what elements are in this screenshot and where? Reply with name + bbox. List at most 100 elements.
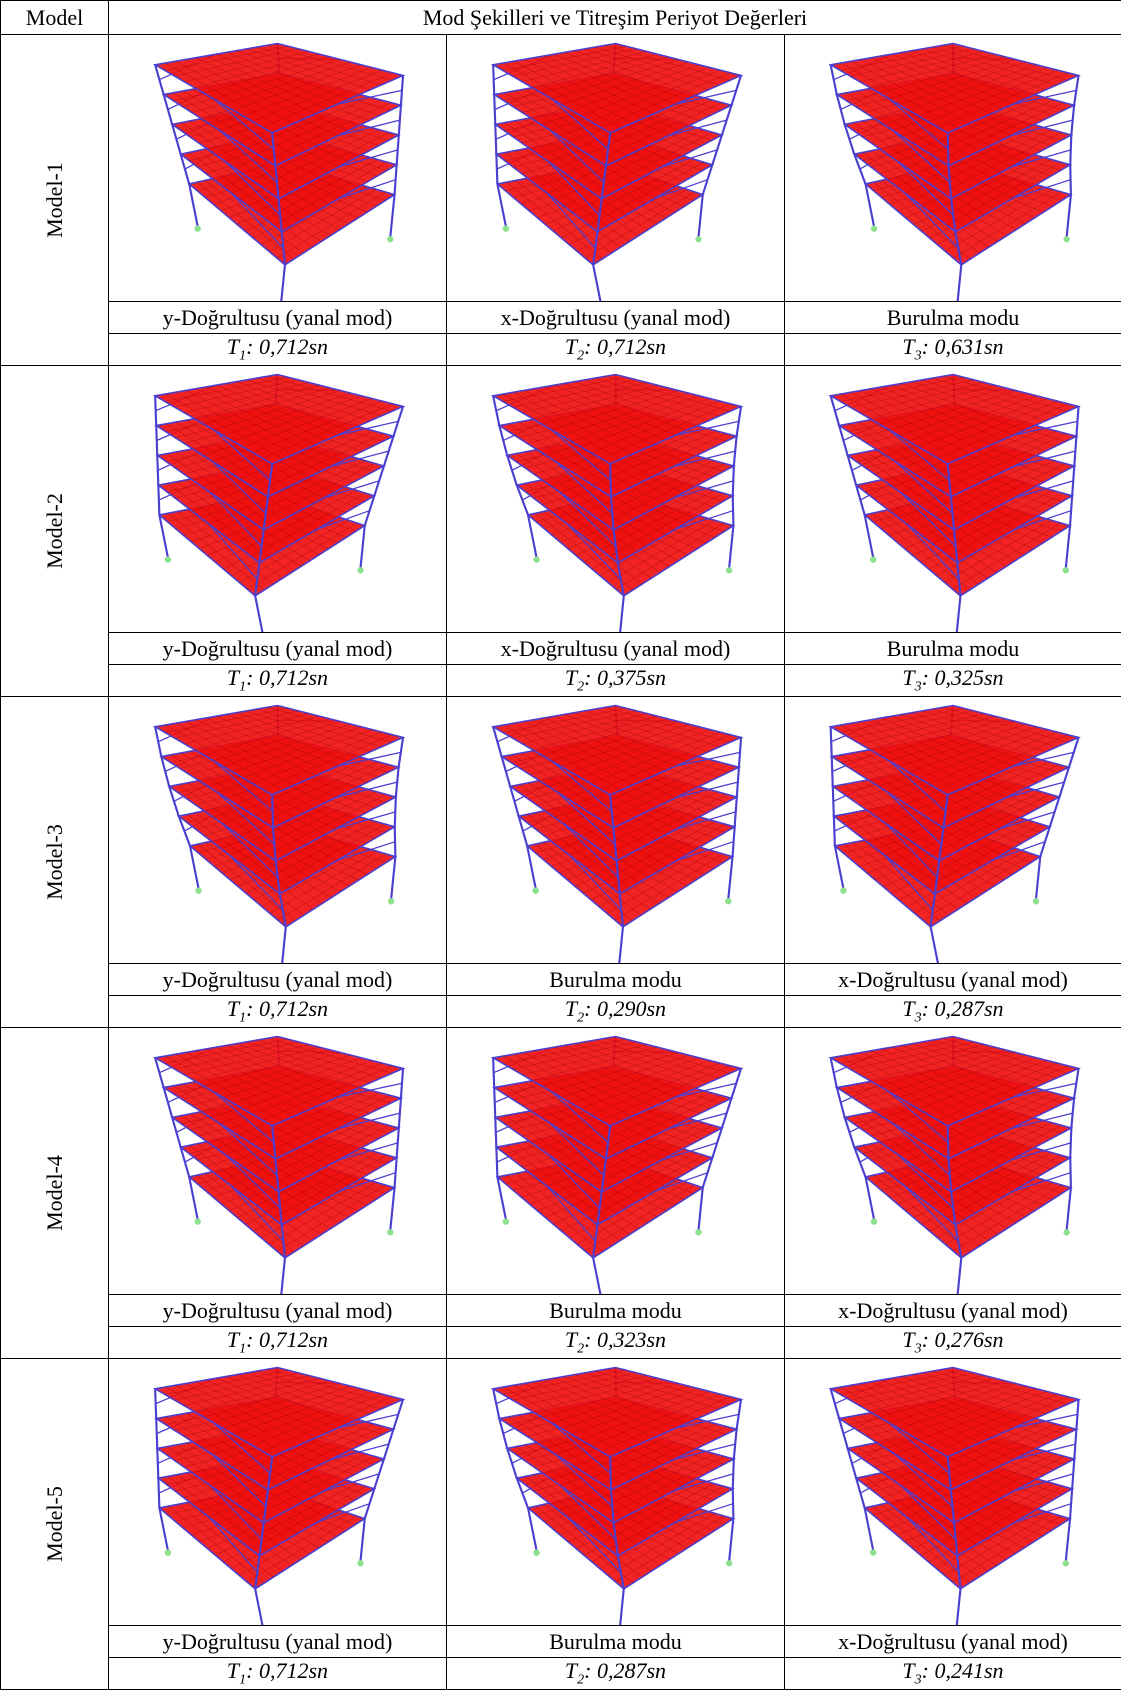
slab-grid xyxy=(541,718,668,756)
support xyxy=(840,887,847,894)
column xyxy=(619,1588,625,1625)
slab-grid xyxy=(190,750,305,814)
slab-grid xyxy=(856,1083,970,1150)
slab-grid xyxy=(165,62,284,129)
brace xyxy=(211,1453,267,1507)
slab-grid xyxy=(226,383,349,431)
slab-grid xyxy=(932,46,1057,86)
slab-grid xyxy=(256,708,382,748)
slab-grid xyxy=(881,55,1003,110)
support xyxy=(533,556,540,563)
slab-grid xyxy=(522,382,647,414)
slab-grid xyxy=(600,72,731,128)
brace xyxy=(330,1443,389,1461)
column xyxy=(493,1087,497,1118)
slab-grid xyxy=(252,1393,383,1446)
slab-grid xyxy=(912,788,1032,843)
slab-grid xyxy=(519,784,627,856)
brace xyxy=(1014,510,1072,530)
mode-shape xyxy=(490,42,744,301)
slab-grid xyxy=(862,120,972,189)
slab-grid xyxy=(186,479,289,547)
slab-grid xyxy=(165,1055,284,1122)
slab-grid xyxy=(590,1062,721,1115)
column xyxy=(526,845,537,889)
slab-grid xyxy=(850,391,970,455)
slab-grid xyxy=(881,1048,1003,1103)
slab-grid xyxy=(213,721,341,762)
slab-grid xyxy=(233,1388,362,1435)
slab-grid xyxy=(588,161,704,226)
slab-grid xyxy=(236,712,360,757)
slab xyxy=(152,1366,406,1458)
brace xyxy=(549,129,605,183)
column xyxy=(843,1117,856,1148)
slab-grid xyxy=(596,1095,722,1154)
slab-grid xyxy=(840,376,964,402)
column xyxy=(863,1507,875,1551)
column xyxy=(363,495,376,526)
header-title: Mod Şekilleri ve Titreşim Periyot Değerl… xyxy=(108,0,1121,35)
slab-grid xyxy=(561,1054,689,1098)
support xyxy=(357,1560,364,1567)
slab xyxy=(828,1366,1081,1458)
column xyxy=(609,463,613,497)
column xyxy=(1069,164,1072,195)
period-symbol: T xyxy=(564,996,578,1022)
slab-grid xyxy=(939,1095,1065,1154)
period: T2: 0,287sn xyxy=(565,1658,666,1687)
period-cell: T1: 0,712sn xyxy=(108,664,447,697)
slab-grid xyxy=(216,1377,338,1429)
slab-grid xyxy=(185,721,306,781)
slab-grid xyxy=(512,1041,637,1070)
slab-grid xyxy=(551,390,679,431)
column xyxy=(612,827,618,861)
period-value: : 0,712sn xyxy=(584,334,667,360)
slab-grid xyxy=(840,1055,959,1122)
slab-grid xyxy=(168,512,265,591)
slab-grid xyxy=(528,419,643,483)
slab-grid xyxy=(594,1370,720,1410)
slab-grid xyxy=(859,1044,985,1076)
slab-grid xyxy=(856,453,965,525)
slab-grid xyxy=(861,1052,981,1112)
slab-grid xyxy=(861,721,981,781)
slab-grid xyxy=(592,487,705,544)
brace xyxy=(337,1082,403,1098)
slab-grid xyxy=(186,449,294,515)
slab-grid xyxy=(246,379,371,422)
model-name: Model-2 xyxy=(41,493,67,569)
slab-grid xyxy=(571,1057,700,1104)
slab-grid xyxy=(872,1505,970,1584)
column xyxy=(281,926,287,963)
slab-grid xyxy=(609,1485,724,1550)
slab-grid xyxy=(846,92,960,162)
brace xyxy=(330,450,389,468)
column xyxy=(258,529,265,563)
slab-grid xyxy=(164,1369,289,1395)
slab-grid xyxy=(856,90,970,157)
slab-grid xyxy=(850,710,975,739)
slab-grid xyxy=(922,1420,1047,1473)
model-cell: Model-5 xyxy=(0,1358,109,1690)
brace xyxy=(661,1142,718,1161)
mode-image xyxy=(784,1358,1121,1626)
slab-grid xyxy=(184,1044,309,1076)
period-cell: T2: 0,287sn xyxy=(446,1657,785,1690)
support xyxy=(725,898,732,905)
brace xyxy=(337,751,401,767)
brace xyxy=(224,1154,281,1209)
slab-grid xyxy=(254,463,375,524)
slab-grid xyxy=(871,1050,992,1108)
slab-grid xyxy=(246,1041,371,1084)
slab-grid xyxy=(582,427,707,480)
slab-grid xyxy=(508,423,622,493)
slab-grid xyxy=(223,723,351,767)
slab-grid xyxy=(187,814,290,889)
column xyxy=(188,845,200,889)
slab-grid xyxy=(551,59,679,100)
slab-grid xyxy=(898,1054,1027,1098)
slab-grid xyxy=(205,717,327,772)
slab-grid xyxy=(194,384,320,419)
